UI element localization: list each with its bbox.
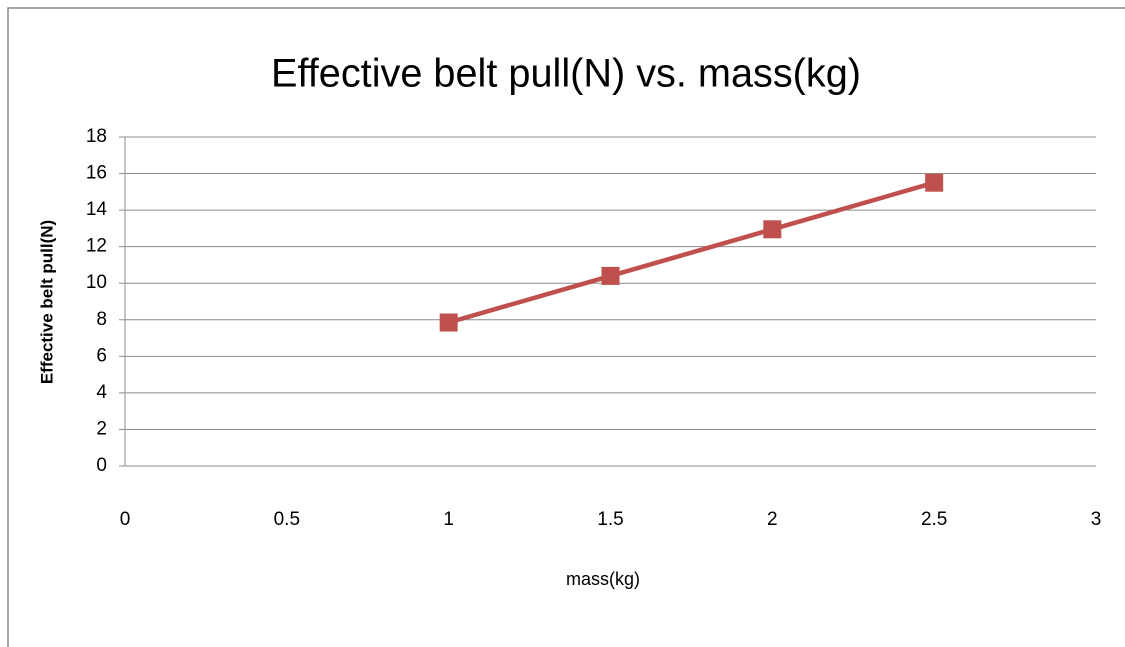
x-tick-label: 3 [1091,509,1102,530]
x-tick-label: 1 [443,509,454,530]
x-tick-label: 1.5 [597,509,623,530]
x-axis-label: mass(kg) [566,569,640,589]
x-tick-label: 2.5 [921,509,947,530]
data-point [439,313,458,332]
y-tick-label: 8 [96,309,107,330]
y-tick-label: 16 [86,163,107,184]
y-tick-label: 10 [86,272,107,293]
y-axis-label: Effective belt pull(N) [37,220,56,384]
x-tick-label: 0 [120,509,131,530]
series-line [448,180,935,325]
y-tick-label: 12 [86,236,107,257]
chart-title: Effective belt pull(N) vs. mass(kg) [271,52,861,96]
y-tick-label: 0 [96,455,107,476]
x-tick-label: 0.5 [274,509,300,530]
y-tick-label: 2 [96,418,107,439]
chart-border [7,7,1125,647]
y-tick-label: 18 [86,126,107,147]
data-point [763,220,782,239]
data-point [601,266,620,285]
y-tick-label: 4 [96,382,107,403]
y-tick-label: 6 [96,345,107,366]
data-point [925,173,944,192]
x-tick-label: 2 [767,509,778,530]
y-tick-label: 14 [86,199,108,220]
